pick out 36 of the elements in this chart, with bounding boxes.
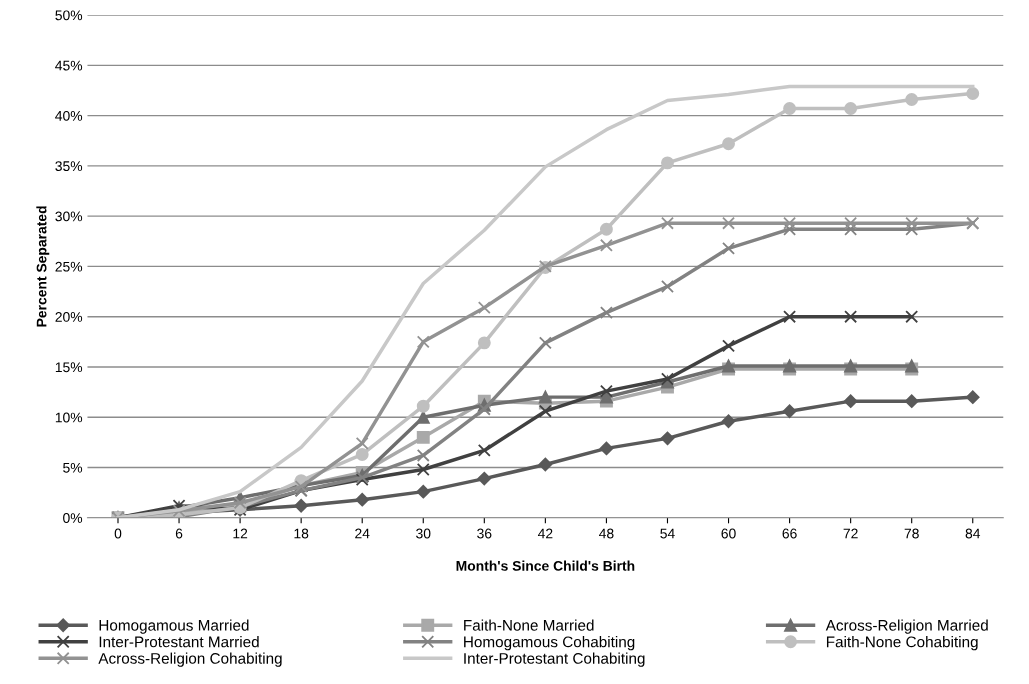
- y-tick-label: 0%: [63, 513, 83, 523]
- x-tick-label: 60: [721, 528, 736, 539]
- y-tick-label: 5%: [63, 462, 83, 473]
- x-tick-label: 18: [294, 528, 309, 539]
- y-tick-label: 50%: [55, 10, 83, 21]
- y-tick-label: 15%: [55, 362, 83, 373]
- y-axis-title: Percent Separated: [36, 206, 50, 327]
- x-tick-label: 84: [965, 528, 981, 539]
- y-tick-label: 35%: [55, 161, 83, 172]
- x-tick-label: 30: [416, 528, 431, 539]
- y-tick-label: 45%: [55, 60, 83, 71]
- legend-label: Faith-None Cohabiting: [826, 636, 978, 651]
- y-tick-label: 30%: [55, 211, 83, 222]
- y-tick-label: 20%: [55, 312, 83, 322]
- x-tick-label: 78: [904, 528, 919, 539]
- x-tick-label: 48: [599, 528, 614, 539]
- y-tick-label: 40%: [55, 110, 83, 121]
- x-tick-label: 24: [355, 528, 370, 539]
- x-tick-label: 42: [537, 528, 553, 539]
- legend-label: Faith-None Married: [464, 619, 594, 631]
- x-tick-label: 54: [660, 528, 675, 539]
- legend-label: Inter-Protestant Cohabiting: [464, 652, 645, 667]
- x-tick-label: 36: [477, 528, 492, 539]
- x-tick-label: 72: [843, 528, 858, 539]
- legend-label: Inter-Protestant Married: [99, 636, 259, 648]
- x-tick-label: 6: [175, 528, 183, 539]
- y-tick-label: 10%: [55, 412, 83, 423]
- x-tick-label: 66: [782, 528, 797, 539]
- legend-label: Homogamous Cohabiting: [464, 636, 635, 651]
- legend-label: Homogamous Married: [99, 619, 249, 634]
- legend-label: Across-Religion Cohabiting: [98, 652, 282, 667]
- y-tick-label: 25%: [55, 261, 83, 272]
- x-tick-label: 0: [114, 528, 122, 539]
- legend-label: Across-Religion Married: [825, 619, 988, 634]
- x-axis-title: Month's Since Child's Birth: [456, 560, 635, 571]
- x-tick-label: 12: [233, 528, 248, 539]
